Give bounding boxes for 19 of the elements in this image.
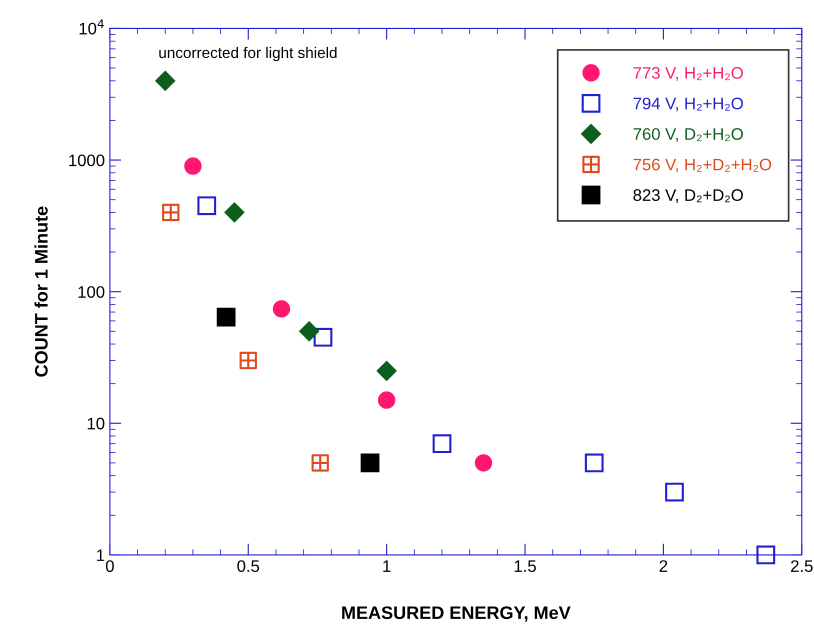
legend-label: 794 V, H₂+H₂O	[634, 98, 743, 112]
y-tick-label: 10$^{4}$	[80, 19, 104, 35]
x-tick-label: 2.5	[791, 560, 813, 572]
legend-label: 760 V, D₂+H₂O	[634, 128, 743, 142]
x-tick-label: 0	[106, 560, 114, 572]
x-tick-label: 1	[383, 560, 390, 572]
y-tick-label: 10	[88, 418, 104, 430]
legend-label: 756 V, H₂+D₂+H₂O	[634, 158, 772, 172]
x-tick-label: 2	[660, 560, 668, 572]
y-tick-label: 1	[97, 549, 104, 561]
legend-label: 823 V, D₂+D₂O	[633, 189, 743, 203]
y-tick-label: 100	[78, 286, 104, 298]
y-axis-title: COUNT for 1 Minute	[34, 206, 48, 377]
x-tick-label: 1.5	[514, 560, 536, 572]
x-axis-title: MEASURED ENERGY, MeV	[342, 606, 571, 622]
legend-label: 773 V, H₂+H₂O	[634, 67, 743, 81]
y-tick-label: 1000	[69, 154, 104, 166]
annotation: uncorrected for light shield	[159, 46, 337, 62]
x-tick-label: 0.5	[237, 560, 260, 572]
